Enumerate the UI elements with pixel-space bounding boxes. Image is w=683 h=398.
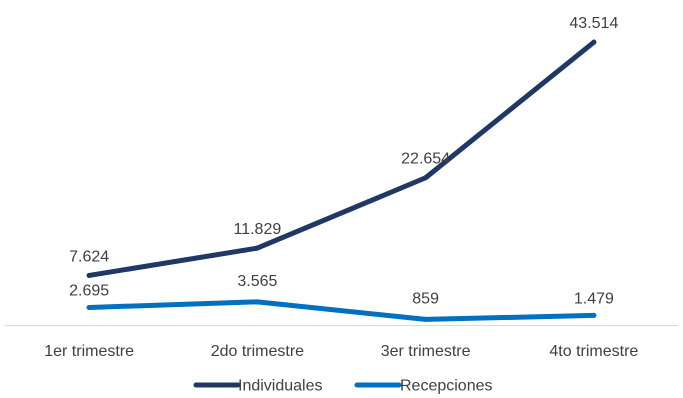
- x-tick-label: 2do trimestre: [211, 343, 304, 360]
- x-tick-label: 1er trimestre: [44, 343, 134, 360]
- data-label: 1.479: [574, 290, 614, 307]
- data-point: [86, 304, 92, 310]
- data-label: 3.565: [237, 273, 277, 290]
- axis-layer: 1er trimestre 2do trimestre 3er trimestre 4…: [5, 325, 678, 360]
- data-label: 7.624: [69, 248, 109, 265]
- label-layer: 7.624 11.829 22.654 43.514 2.695 3.565 859 1.47…: [69, 15, 618, 307]
- data-point: [254, 245, 260, 251]
- x-tick-label: 4to trimestre: [549, 343, 638, 360]
- series-line-recepciones: [86, 299, 597, 322]
- x-tick-label: 3er trimestre: [381, 343, 471, 360]
- series-line-individuales: [86, 39, 597, 278]
- data-label: 43.514: [569, 15, 618, 32]
- data-label: 859: [412, 290, 439, 307]
- legend-label: Recepciones: [400, 378, 493, 395]
- series-layer: [86, 39, 597, 322]
- data-label: 2.695: [69, 282, 109, 299]
- data-point: [423, 316, 429, 322]
- data-point: [591, 39, 597, 45]
- data-point: [591, 312, 597, 318]
- data-point: [423, 175, 429, 181]
- legend: Individuales Recepciones: [193, 378, 493, 395]
- data-point: [254, 299, 260, 305]
- legend-item-recepciones: Recepciones: [354, 378, 493, 395]
- data-label: 11.829: [234, 221, 282, 238]
- legend-item-individuales: Individuales: [193, 378, 323, 395]
- data-label: 22.654: [401, 151, 450, 168]
- legend-label: Individuales: [238, 378, 323, 395]
- data-point: [86, 272, 92, 278]
